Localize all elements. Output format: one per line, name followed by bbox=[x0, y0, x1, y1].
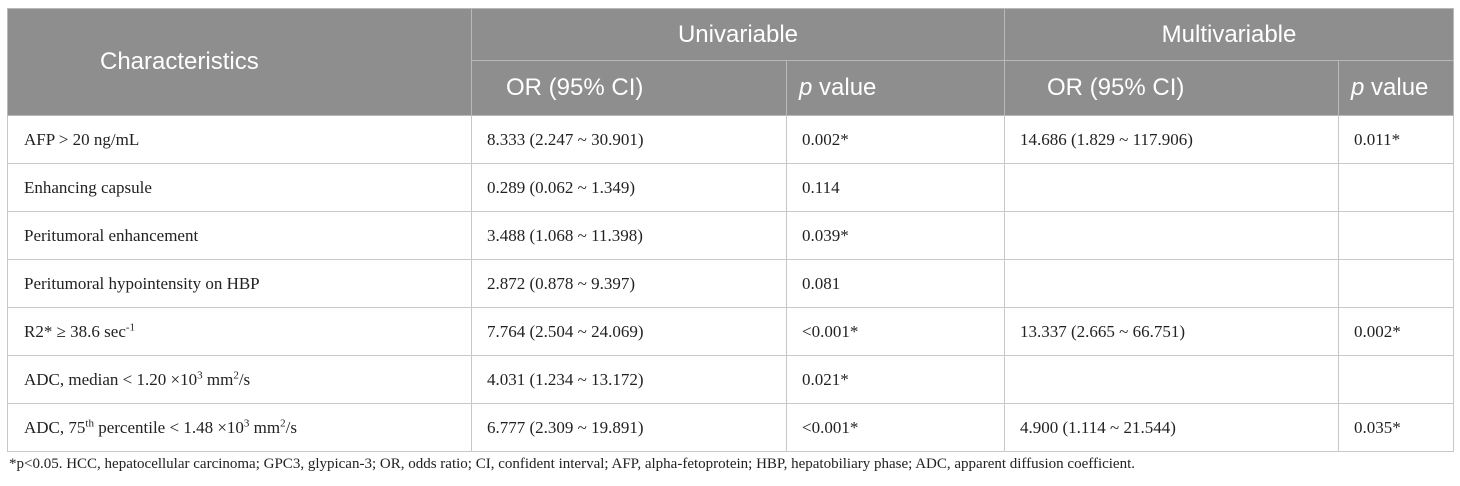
cell-characteristic: R2* ≥ 38.6 sec-1 bbox=[7, 307, 472, 356]
header-multi-p: p value bbox=[1338, 60, 1454, 116]
footnote: *p<0.05. HCC, hepatocellular carcinoma; … bbox=[9, 456, 1136, 472]
cell-uni-or: 3.488 (1.068 ~ 11.398) bbox=[471, 211, 787, 260]
table-row: ADC, 75th percentile < 1.48 ×103 mm2/s 6.… bbox=[7, 403, 1454, 452]
header-uni-p: p value bbox=[786, 60, 1005, 116]
cell-multi-p bbox=[1338, 211, 1454, 260]
cell-characteristic: AFP > 20 ng/mL bbox=[7, 115, 472, 164]
header-uni-or: OR (95% CI) bbox=[471, 60, 787, 116]
header-multi-or: OR (95% CI) bbox=[1004, 60, 1339, 116]
cell-uni-p: 0.021* bbox=[786, 355, 1005, 404]
table-row: AFP > 20 ng/mL 8.333 (2.247 ~ 30.901) 0.00… bbox=[7, 115, 1454, 164]
cell-characteristic: ADC, 75th percentile < 1.48 ×103 mm2/s bbox=[7, 403, 472, 452]
cell-characteristic: Peritumoral hypointensity on HBP bbox=[7, 259, 472, 308]
cell-uni-or: 0.289 (0.062 ~ 1.349) bbox=[471, 163, 787, 212]
cell-uni-p: 0.114 bbox=[786, 163, 1005, 212]
cell-uni-or: 7.764 (2.504 ~ 24.069) bbox=[471, 307, 787, 356]
table-row: Enhancing capsule 0.289 (0.062 ~ 1.349) 0.… bbox=[7, 163, 1454, 212]
cell-multi-p: 0.002* bbox=[1338, 307, 1454, 356]
header-characteristics: Characteristics bbox=[7, 8, 472, 116]
header-multivariable: Multivariable bbox=[1004, 8, 1454, 61]
regression-table: Characteristics Univariable Multivariabl… bbox=[7, 8, 1454, 452]
cell-uni-or: 2.872 (0.878 ~ 9.397) bbox=[471, 259, 787, 308]
cell-multi-or bbox=[1004, 163, 1339, 212]
cell-multi-or bbox=[1004, 259, 1339, 308]
table-body: AFP > 20 ng/mL 8.333 (2.247 ~ 30.901) 0.00… bbox=[7, 115, 1454, 452]
cell-multi-p: 0.011* bbox=[1338, 115, 1454, 164]
cell-uni-p: <0.001* bbox=[786, 403, 1005, 452]
header-univariable: Univariable bbox=[471, 8, 1005, 61]
cell-multi-p bbox=[1338, 355, 1454, 404]
cell-multi-or: 14.686 (1.829 ~ 117.906) bbox=[1004, 115, 1339, 164]
cell-multi-or bbox=[1004, 355, 1339, 404]
cell-uni-or: 4.031 (1.234 ~ 13.172) bbox=[471, 355, 787, 404]
cell-multi-p: 0.035* bbox=[1338, 403, 1454, 452]
cell-uni-p: 0.039* bbox=[786, 211, 1005, 260]
cell-characteristic: ADC, median < 1.20 ×103 mm2/s bbox=[7, 355, 472, 404]
cell-characteristic: Enhancing capsule bbox=[7, 163, 472, 212]
cell-multi-or: 13.337 (2.665 ~ 66.751) bbox=[1004, 307, 1339, 356]
cell-multi-or: 4.900 (1.114 ~ 21.544) bbox=[1004, 403, 1339, 452]
table-row: Peritumoral enhancement 3.488 (1.068 ~ 11… bbox=[7, 211, 1454, 260]
cell-characteristic: Peritumoral enhancement bbox=[7, 211, 472, 260]
table-row: ADC, median < 1.20 ×103 mm2/s 4.031 (1.23… bbox=[7, 355, 1454, 404]
cell-multi-p bbox=[1338, 259, 1454, 308]
table-container: Characteristics Univariable Multivariabl… bbox=[7, 8, 1454, 452]
cell-uni-p: 0.081 bbox=[786, 259, 1005, 308]
table-row: Peritumoral hypointensity on HBP 2.872 (0… bbox=[7, 259, 1454, 308]
cell-uni-or: 6.777 (2.309 ~ 19.891) bbox=[471, 403, 787, 452]
table-row: R2* ≥ 38.6 sec-1 7.764 (2.504 ~ 24.069) <0… bbox=[7, 307, 1454, 356]
cell-uni-or: 8.333 (2.247 ~ 30.901) bbox=[471, 115, 787, 164]
cell-uni-p: <0.001* bbox=[786, 307, 1005, 356]
cell-multi-p bbox=[1338, 163, 1454, 212]
cell-uni-p: 0.002* bbox=[786, 115, 1005, 164]
cell-multi-or bbox=[1004, 211, 1339, 260]
